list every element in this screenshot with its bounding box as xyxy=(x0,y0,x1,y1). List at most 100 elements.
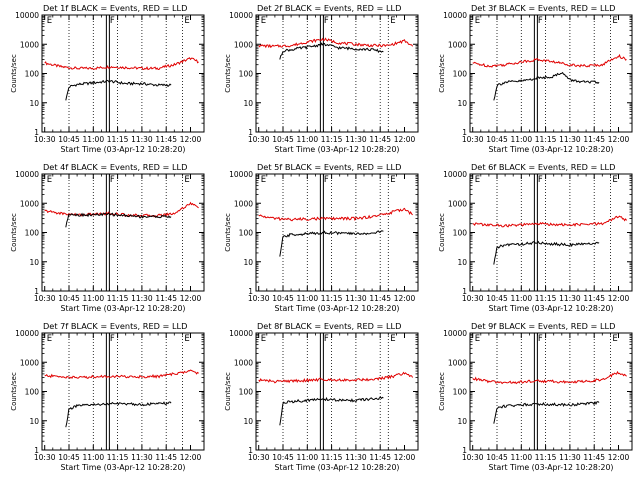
x-axis-label: Start Time (03-Apr-12 10:28:20) xyxy=(275,304,400,313)
x-tick-label: 11:45 xyxy=(583,294,605,303)
x-tick-label: 10:30 xyxy=(462,135,484,144)
x-tick-label: 11:00 xyxy=(510,453,532,462)
marker-label: E xyxy=(261,334,266,344)
x-tick-label: 10:30 xyxy=(34,294,56,303)
marker-label: E xyxy=(184,175,189,185)
marker-label: E xyxy=(47,334,52,344)
marker-label: F xyxy=(324,175,329,185)
plot-frame xyxy=(469,332,633,451)
y-tick-label: 10000 xyxy=(443,11,467,20)
marker-label: E xyxy=(612,16,617,26)
x-tick-label: 11:15 xyxy=(321,135,343,144)
x-tick-label: 12:00 xyxy=(394,453,416,462)
x-tick-label: 11:45 xyxy=(155,135,177,144)
y-axis-label: Counts/sec xyxy=(224,213,232,252)
x-tick-label: 11:15 xyxy=(535,453,557,462)
y-tick-label: 10 xyxy=(29,417,39,426)
y-tick-label: 100 xyxy=(25,388,40,397)
marker-label: E xyxy=(47,16,52,26)
lld-series-line xyxy=(472,370,627,385)
marker-label: E xyxy=(612,334,617,344)
marker-label: E xyxy=(184,16,189,26)
y-tick-label: 1 xyxy=(462,128,467,137)
marker-label: E xyxy=(390,16,395,26)
detector-panel: Det 5f BLACK = Events, RED = LLD E F E 1 10 10… xyxy=(224,162,419,313)
y-tick-label: 1 xyxy=(34,128,39,137)
y-tick-label: 10000 xyxy=(443,170,467,179)
x-tick-label: 11:00 xyxy=(510,135,532,144)
y-tick-label: 10000 xyxy=(443,329,467,338)
marker-label: E xyxy=(261,175,266,185)
x-tick-label: 12:00 xyxy=(394,294,416,303)
detector-panel: Det 2f BLACK = Events, RED = LLD E F E 1 10 10… xyxy=(224,3,419,154)
x-tick-label: 11:00 xyxy=(82,135,104,144)
y-tick-label: 1 xyxy=(248,287,253,296)
marker-label: F xyxy=(324,334,329,344)
y-tick-label: 100 xyxy=(25,229,40,238)
y-tick-label: 10 xyxy=(457,258,467,267)
marker-label: E xyxy=(261,16,266,26)
y-tick-label: 100 xyxy=(239,229,254,238)
x-tick-label: 10:45 xyxy=(272,135,294,144)
marker-label: E xyxy=(612,175,617,185)
y-axis-label: Counts/sec xyxy=(10,213,18,252)
x-tick-label: 12:00 xyxy=(180,453,202,462)
detector-panel: Det 9f BLACK = Events, RED = LLD E F E 1 10 10… xyxy=(438,321,633,472)
x-tick-label: 11:00 xyxy=(510,294,532,303)
events-series-line xyxy=(279,230,384,257)
x-tick-label: 10:45 xyxy=(58,294,80,303)
marker-label: E xyxy=(475,16,480,26)
x-tick-label: 11:15 xyxy=(107,453,129,462)
plot-frame xyxy=(41,173,205,292)
x-tick-label: 11:45 xyxy=(369,294,391,303)
x-tick-label: 11:30 xyxy=(131,135,153,144)
y-tick-label: 10000 xyxy=(15,11,39,20)
lld-series-line xyxy=(44,369,199,380)
lld-series-line xyxy=(258,37,414,49)
y-tick-label: 1 xyxy=(462,287,467,296)
panel-title: Det 8f BLACK = Events, RED = LLD xyxy=(257,321,401,331)
y-axis-label: Counts/sec xyxy=(438,372,446,411)
marker-label: E xyxy=(475,175,480,185)
marker-label: E xyxy=(47,175,52,185)
x-tick-label: 11:30 xyxy=(345,135,367,144)
marker-label: E xyxy=(390,175,395,185)
y-tick-label: 10 xyxy=(457,99,467,108)
y-tick-label: 1000 xyxy=(448,358,467,367)
marker-label: F xyxy=(110,16,115,26)
y-tick-label: 1000 xyxy=(234,40,253,49)
x-tick-label: 10:30 xyxy=(248,294,270,303)
x-tick-label: 10:45 xyxy=(272,453,294,462)
x-tick-label: 11:45 xyxy=(369,453,391,462)
lld-series-line xyxy=(258,207,413,222)
x-tick-label: 11:45 xyxy=(583,453,605,462)
events-series-line xyxy=(279,42,384,60)
y-tick-label: 1 xyxy=(248,128,253,137)
y-tick-label: 100 xyxy=(453,388,468,397)
x-tick-label: 11:15 xyxy=(107,135,129,144)
lld-series-line xyxy=(472,53,627,68)
x-tick-label: 12:00 xyxy=(180,135,202,144)
marker-label: E xyxy=(390,334,395,344)
x-tick-label: 10:45 xyxy=(486,453,508,462)
panel-title: Det 3f BLACK = Events, RED = LLD xyxy=(471,3,615,13)
y-tick-label: 10 xyxy=(243,99,253,108)
y-axis-label: Counts/sec xyxy=(224,372,232,411)
y-tick-label: 100 xyxy=(239,70,254,79)
x-axis-label: Start Time (03-Apr-12 10:28:20) xyxy=(489,304,614,313)
x-axis-label: Start Time (03-Apr-12 10:28:20) xyxy=(489,145,614,154)
x-tick-label: 11:15 xyxy=(535,294,557,303)
x-tick-label: 11:30 xyxy=(131,294,153,303)
marker-label: F xyxy=(538,175,543,185)
y-axis-label: Counts/sec xyxy=(224,54,232,93)
y-tick-label: 100 xyxy=(25,70,40,79)
x-axis-label: Start Time (03-Apr-12 10:28:20) xyxy=(61,304,186,313)
events-series-line xyxy=(279,396,384,426)
x-tick-label: 11:30 xyxy=(345,453,367,462)
lld-series-line xyxy=(472,215,628,228)
y-tick-label: 10 xyxy=(457,417,467,426)
marker-label: E xyxy=(184,334,189,344)
events-series-line xyxy=(65,79,172,101)
x-tick-label: 10:45 xyxy=(486,294,508,303)
events-series-line xyxy=(493,71,600,101)
